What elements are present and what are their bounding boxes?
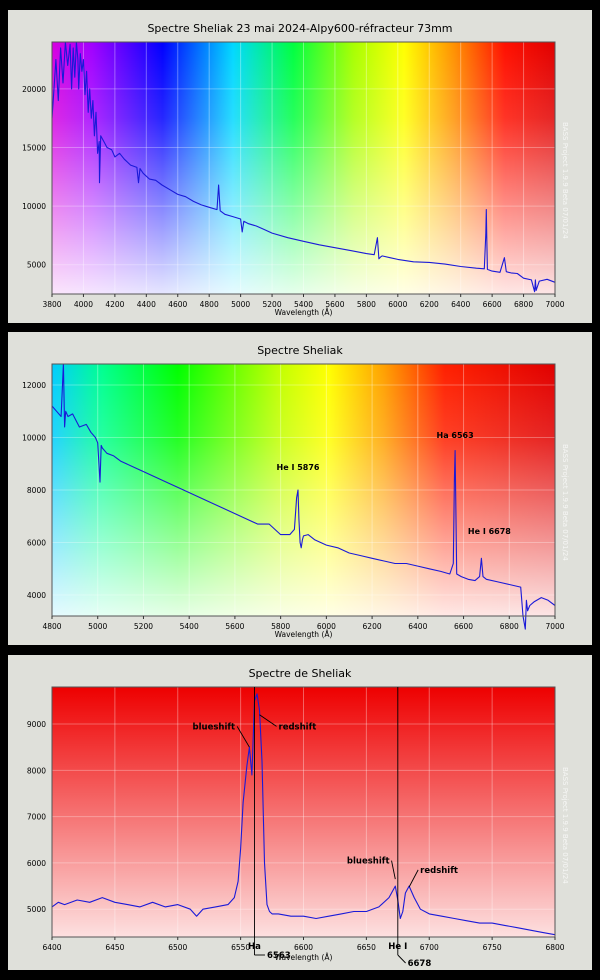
y-tick-label: 5000 xyxy=(27,905,46,914)
x-tick-label: 4200 xyxy=(105,300,124,309)
x-tick-label: 5200 xyxy=(134,622,153,631)
x-tick-label: 6600 xyxy=(454,622,473,631)
x-tick-label: 6500 xyxy=(168,943,187,952)
spectrum-line xyxy=(51,41,556,293)
x-tick-label: 6000 xyxy=(317,622,336,631)
chart-svg-2: Spectre Sheliak 4800 5000 5200 5400 5600 5800 6… xyxy=(22,344,569,639)
annotation-leader-line xyxy=(236,726,250,748)
x-tick-label: 4800 xyxy=(200,300,219,309)
annotation-label: Ha xyxy=(248,942,261,952)
x-tick-label: 5600 xyxy=(225,622,244,631)
x-tick-label: 6000 xyxy=(388,300,407,309)
x-tick-label: 5000 xyxy=(231,300,250,309)
chart-svg-1: Spectre Sheliak 23 mai 2024-Alpy600-réfr… xyxy=(22,22,569,317)
annotation-leader-line xyxy=(397,954,406,964)
chart-panel-3: Spectre de Sheliak 6400 6450 6500 6550 6600 66… xyxy=(8,655,592,970)
annotation-label: 6678 xyxy=(408,959,432,969)
plot-background-fade xyxy=(52,687,555,937)
x-tick-label: 6450 xyxy=(105,943,124,952)
y-tick-label: 10000 xyxy=(22,202,46,211)
annotation-label: He I xyxy=(388,942,407,952)
x-tick-label: 5200 xyxy=(263,300,282,309)
y-tick-label: 10000 xyxy=(22,434,46,443)
y-tick-label: 9000 xyxy=(27,720,46,729)
chart-title: Spectre Sheliak 23 mai 2024-Alpy600-réfr… xyxy=(147,22,452,35)
x-tick-label: 4000 xyxy=(74,300,93,309)
x-tick-label: 6650 xyxy=(357,943,376,952)
chart-svg-3: Spectre de Sheliak 6400 6450 6500 6550 6600 66… xyxy=(27,667,569,969)
x-tick-label: 6800 xyxy=(500,622,519,631)
annotation-label: He I 5876 xyxy=(277,463,320,472)
annotation-label: 6563 xyxy=(267,951,291,961)
y-tick-label: 6000 xyxy=(27,859,46,868)
x-tick-label: 4800 xyxy=(42,622,61,631)
x-axis-label: Wavelength (Å) xyxy=(275,953,333,962)
annotation-label: redshift xyxy=(279,722,317,732)
x-tick-label: 6200 xyxy=(420,300,439,309)
chart-title: Spectre de Sheliak xyxy=(249,667,352,680)
x-tick-label: 6800 xyxy=(514,300,533,309)
annotation-label: blueshift xyxy=(347,857,390,867)
x-tick-label: 3800 xyxy=(42,300,61,309)
annotation-leader-line xyxy=(391,860,396,880)
x-tick-label: 5000 xyxy=(88,622,107,631)
y-tick-label: 8000 xyxy=(27,486,46,495)
spectrum-line xyxy=(51,363,556,630)
x-tick-label: 5400 xyxy=(180,622,199,631)
x-tick-label: 4400 xyxy=(137,300,156,309)
x-tick-label: 7000 xyxy=(545,300,564,309)
annotation-label: blueshift xyxy=(193,722,236,732)
spectrum-line xyxy=(51,693,556,936)
chart-title: Spectre Sheliak xyxy=(257,344,343,357)
annotation-leader-line xyxy=(408,869,419,888)
x-tick-label: 5400 xyxy=(294,300,313,309)
x-tick-label: 5800 xyxy=(271,622,290,631)
watermark-text: BASS Project 1.9.9 Beta 07/01/24 xyxy=(561,444,569,561)
chart-panel-1: Spectre Sheliak 23 mai 2024-Alpy600-réfr… xyxy=(8,10,592,323)
y-tick-label: 4000 xyxy=(27,591,46,600)
y-tick-label: 5000 xyxy=(27,261,46,270)
x-tick-label: 6750 xyxy=(483,943,502,952)
x-tick-label: 6800 xyxy=(545,943,564,952)
y-tick-label: 7000 xyxy=(27,813,46,822)
plot-background-fade xyxy=(52,42,555,294)
x-axis-label: Wavelength (Å) xyxy=(275,308,333,317)
y-tick-label: 8000 xyxy=(27,766,46,775)
x-tick-label: 4600 xyxy=(168,300,187,309)
plot-background-fade xyxy=(52,364,555,616)
watermark-text: BASS Project 1.9.9 Beta 07/01/24 xyxy=(561,767,569,884)
x-tick-label: 5800 xyxy=(357,300,376,309)
x-tick-label: 6400 xyxy=(42,943,61,952)
x-tick-label: 7000 xyxy=(545,622,564,631)
annotation-leader-line xyxy=(259,714,277,727)
x-tick-label: 6200 xyxy=(363,622,382,631)
y-tick-label: 15000 xyxy=(22,143,46,152)
x-axis-label: Wavelength (Å) xyxy=(275,630,333,639)
annotation-label: Ha 6563 xyxy=(437,431,474,440)
x-tick-label: 6550 xyxy=(231,943,250,952)
x-tick-label: 6600 xyxy=(294,943,313,952)
chart-panel-2: Spectre Sheliak 4800 5000 5200 5400 5600 5800 6… xyxy=(8,332,592,645)
x-tick-label: 6400 xyxy=(451,300,470,309)
y-tick-label: 6000 xyxy=(27,539,46,548)
x-tick-label: 6400 xyxy=(408,622,427,631)
x-tick-label: 6600 xyxy=(483,300,502,309)
annotation-label: redshift xyxy=(420,866,458,876)
x-tick-label: 6700 xyxy=(420,943,439,952)
y-tick-label: 12000 xyxy=(22,381,46,390)
plot-frame xyxy=(51,363,556,617)
watermark-text: BASS Project 1.9.9 Beta 07/01/24 xyxy=(561,122,569,239)
y-tick-label: 20000 xyxy=(22,85,46,94)
x-tick-label: 5600 xyxy=(325,300,344,309)
annotation-label: He I 6678 xyxy=(468,527,511,536)
